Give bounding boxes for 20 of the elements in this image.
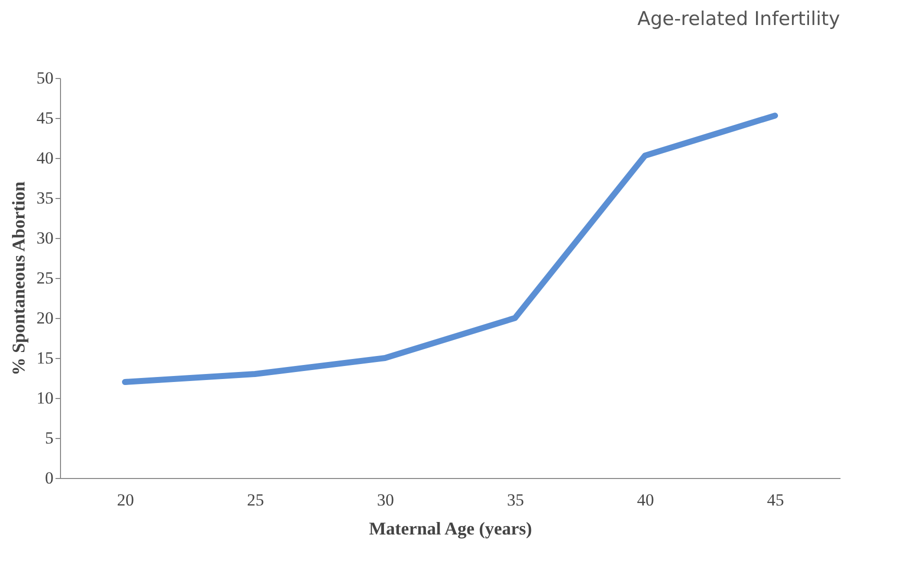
x-tick-label: 35 [507,490,524,510]
x-tick-label: 25 [247,490,264,510]
y-tick-label: 5 [45,428,54,448]
x-axis-title: Maternal Age (years) [369,518,532,538]
y-tick-label: 15 [36,348,54,368]
y-tick-label: 40 [36,148,54,168]
y-tick-label: 45 [36,108,54,128]
x-tick-label: 20 [117,490,134,510]
y-tick-label: 20 [36,308,54,328]
x-tick-label: 30 [377,490,394,510]
y-tick-label: 35 [36,188,54,208]
x-tick-label: 45 [767,490,784,510]
chart-title: Age-related Infertility [637,8,840,30]
y-tick-label: 10 [36,388,54,408]
y-tick-label: 0 [45,468,54,488]
y-tick-label: 50 [36,68,54,88]
x-tick-label: 40 [637,490,654,510]
y-axis-title: % Spontaneous Abortion [8,181,28,376]
y-tick-label: 25 [36,268,54,288]
y-tick-label: 30 [36,228,54,248]
